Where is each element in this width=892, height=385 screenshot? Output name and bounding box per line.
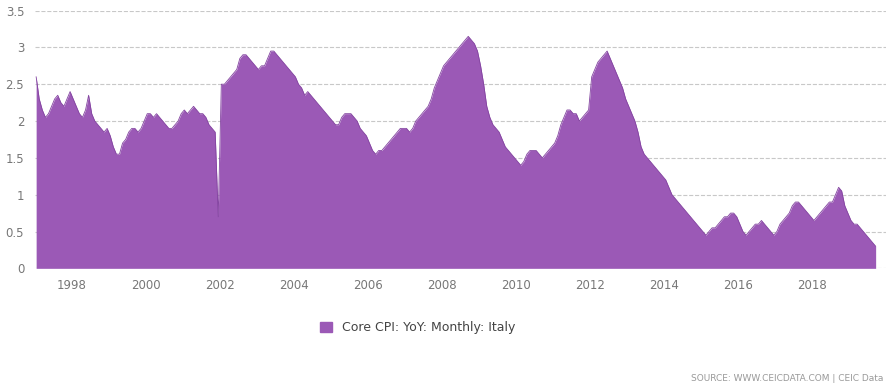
Text: SOURCE: WWW.CEICDATA.COM | CEIC Data: SOURCE: WWW.CEICDATA.COM | CEIC Data	[690, 374, 883, 383]
Legend: Core CPI: YoY: Monthly: Italy: Core CPI: YoY: Monthly: Italy	[320, 321, 516, 334]
